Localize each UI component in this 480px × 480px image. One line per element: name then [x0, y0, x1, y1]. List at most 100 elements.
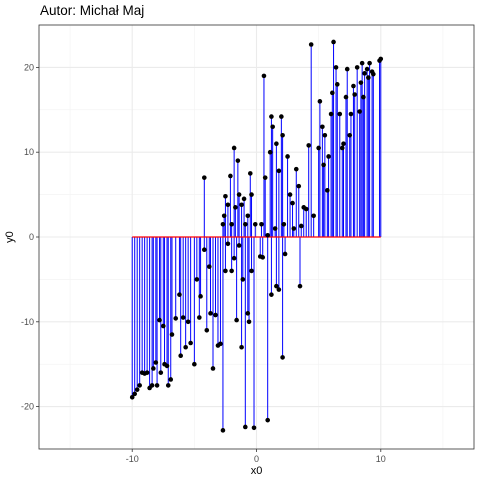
data-point	[221, 222, 226, 227]
data-point	[150, 383, 155, 388]
data-point	[249, 269, 254, 274]
chart-title: Autor: Michał Maj	[40, 3, 144, 18]
data-point	[357, 109, 362, 114]
data-point	[365, 67, 370, 72]
data-point	[213, 313, 218, 318]
data-point	[229, 269, 234, 274]
data-point	[298, 284, 303, 289]
data-point	[265, 418, 270, 423]
x-axis-title: x0	[251, 465, 263, 477]
data-point	[223, 269, 228, 274]
data-point	[288, 192, 293, 197]
data-point	[344, 95, 349, 100]
data-point	[371, 72, 376, 77]
data-point	[320, 124, 325, 129]
data-point	[345, 67, 350, 72]
data-point	[269, 114, 274, 119]
data-point	[367, 61, 372, 66]
data-point	[262, 74, 267, 79]
data-point	[277, 287, 282, 292]
data-point	[248, 171, 253, 176]
data-point	[178, 353, 183, 358]
data-point	[239, 202, 244, 207]
data-point	[151, 366, 156, 371]
data-point	[306, 143, 311, 148]
data-point	[247, 320, 252, 325]
data-point	[249, 192, 254, 197]
data-point	[165, 364, 170, 369]
data-point	[232, 256, 237, 261]
data-point	[202, 247, 207, 252]
data-point	[188, 341, 193, 346]
data-point	[269, 292, 274, 297]
data-point	[291, 226, 296, 231]
data-point	[321, 163, 326, 168]
data-point	[299, 224, 304, 229]
data-point	[237, 192, 242, 197]
y-tick-label: 0	[29, 232, 34, 242]
data-point	[265, 233, 270, 238]
data-point	[232, 146, 237, 151]
data-point	[221, 428, 226, 433]
x-tick-label: 0	[254, 454, 259, 464]
data-point	[263, 175, 268, 180]
data-point	[177, 292, 182, 297]
data-point	[316, 146, 321, 151]
data-point	[202, 175, 207, 180]
data-point	[361, 95, 366, 100]
data-point	[228, 174, 233, 179]
y-axis-title: y0	[4, 231, 16, 243]
data-point	[159, 370, 164, 375]
data-point	[270, 124, 275, 129]
data-point	[326, 154, 331, 159]
x-tick-label: 10	[376, 454, 386, 464]
data-point	[192, 362, 197, 367]
data-point	[304, 207, 309, 212]
data-point	[157, 318, 162, 323]
data-point	[166, 383, 171, 388]
data-point	[222, 214, 227, 219]
data-point	[282, 222, 287, 227]
data-point	[197, 315, 202, 320]
data-point	[234, 318, 239, 323]
data-point	[223, 194, 228, 199]
data-point	[325, 188, 330, 193]
y-tick-label: 20	[24, 62, 34, 72]
data-point	[173, 316, 178, 321]
data-point	[360, 61, 365, 66]
data-point	[211, 366, 216, 371]
data-point	[296, 184, 301, 189]
data-point	[347, 133, 352, 138]
data-point	[243, 222, 248, 227]
data-point	[195, 277, 200, 282]
data-point	[145, 370, 150, 375]
data-point	[155, 383, 160, 388]
data-point	[359, 80, 364, 85]
data-point	[259, 222, 264, 227]
data-point	[246, 214, 251, 219]
data-point	[181, 315, 186, 320]
data-point	[204, 328, 209, 333]
data-point	[362, 71, 367, 76]
data-point	[283, 252, 288, 257]
data-point	[352, 92, 357, 97]
data-point	[132, 392, 137, 397]
data-point	[337, 112, 342, 117]
data-point	[341, 141, 346, 146]
data-point	[233, 205, 238, 210]
data-point	[318, 99, 323, 104]
data-point	[279, 114, 284, 119]
data-point	[170, 332, 175, 337]
data-point	[137, 383, 142, 388]
data-point	[280, 133, 285, 138]
data-point	[186, 320, 191, 325]
data-point	[226, 241, 231, 246]
data-point	[260, 255, 265, 260]
y-tick-label: 10	[24, 147, 34, 157]
data-point	[335, 82, 340, 87]
data-point	[280, 355, 285, 360]
y-tick-label: -20	[21, 402, 34, 412]
data-point	[340, 146, 345, 151]
data-point	[161, 324, 166, 329]
